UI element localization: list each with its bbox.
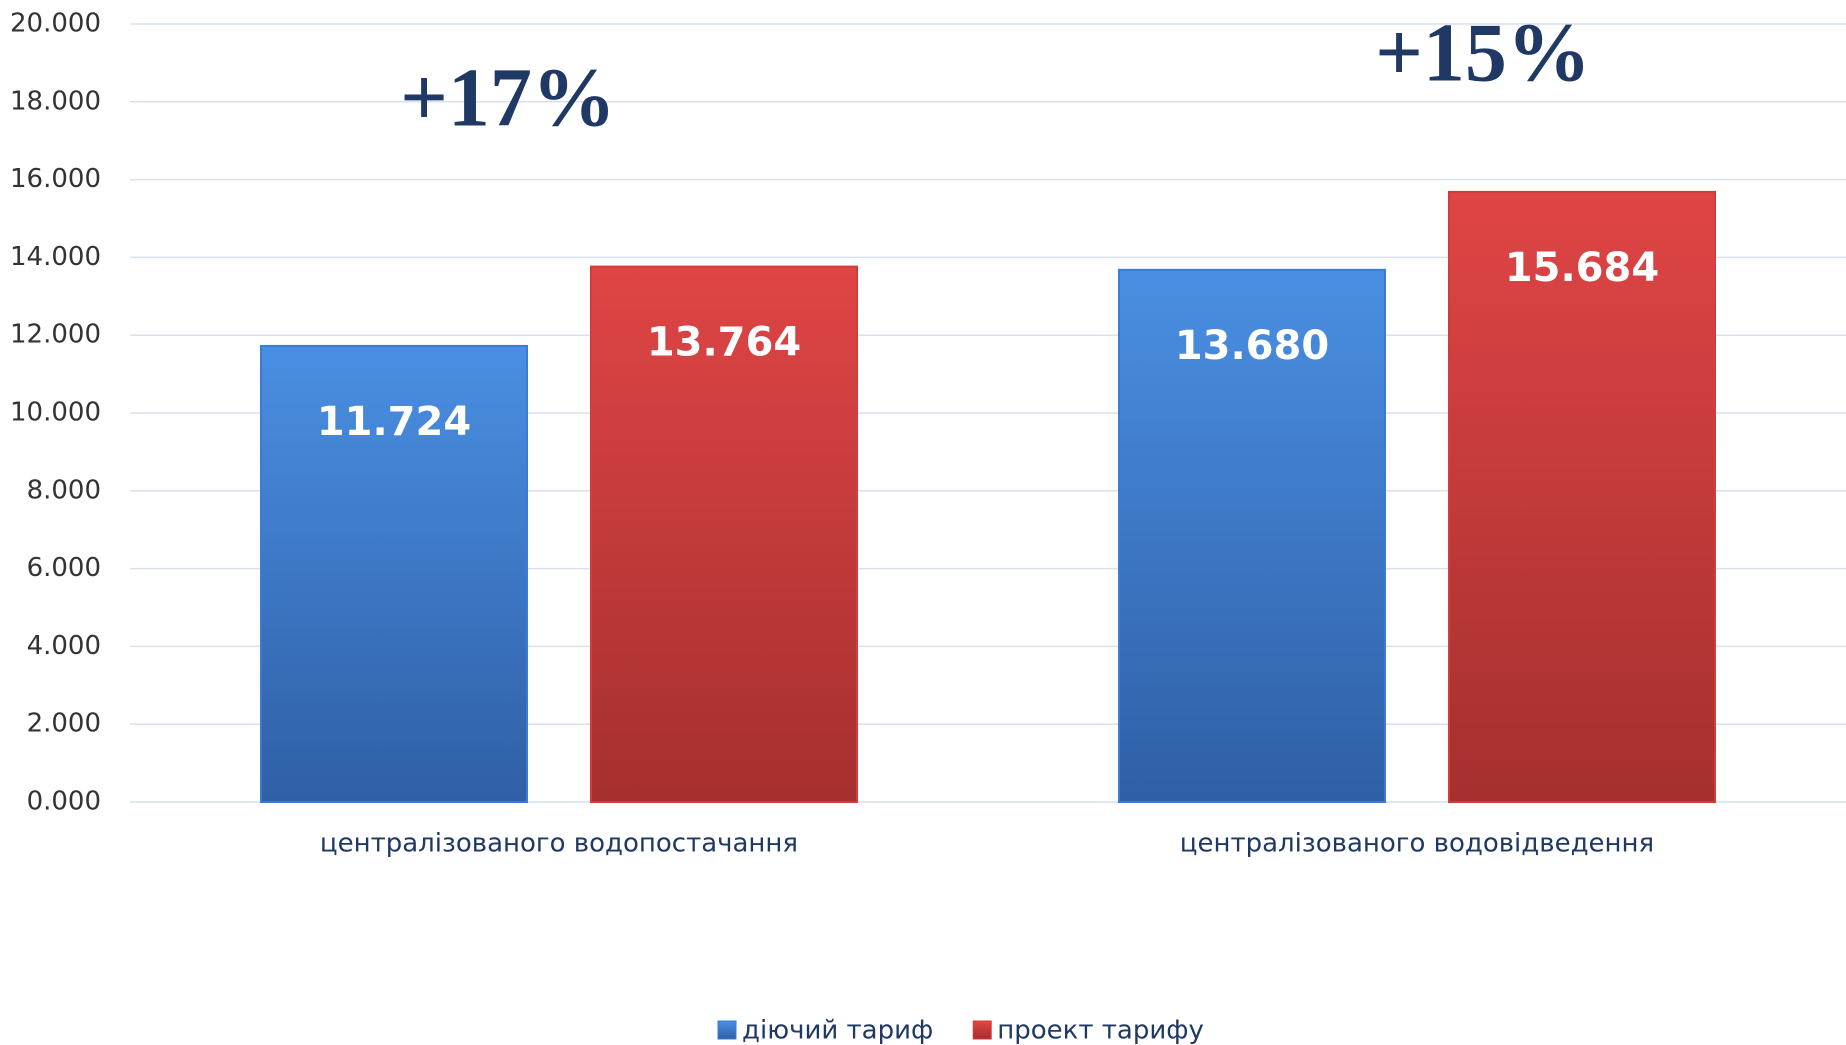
value-label: 13.764 <box>647 320 801 366</box>
y-tick-label: 20.000 <box>10 9 101 39</box>
value-label: 15.684 <box>1505 245 1659 291</box>
bar <box>1118 268 1386 803</box>
x-tick-label: централізованого водовідведення <box>1180 829 1654 859</box>
y-tick-label: 2.000 <box>27 709 101 739</box>
y-tick-label: 16.000 <box>10 164 101 194</box>
bar <box>260 344 528 803</box>
legend-label: діючий тариф <box>742 1016 933 1045</box>
y-tick-label: 18.000 <box>10 86 101 116</box>
annotation: +17% <box>400 51 616 144</box>
y-tick-label: 12.000 <box>10 320 101 350</box>
x-tick-label: централізованого водопостачання <box>320 829 798 859</box>
bar <box>590 265 858 804</box>
y-tick-label: 10.000 <box>10 398 101 428</box>
y-tick-label: 6.000 <box>27 553 101 583</box>
y-tick-label: 8.000 <box>27 475 101 505</box>
legend-swatch <box>972 1020 992 1040</box>
value-label: 11.724 <box>317 399 471 445</box>
legend-swatch <box>717 1020 737 1040</box>
annotation: +15% <box>1375 6 1591 99</box>
bar <box>1448 190 1716 803</box>
legend-label: проект тарифу <box>997 1016 1204 1045</box>
y-tick-label: 4.000 <box>27 631 101 661</box>
y-tick-label: 14.000 <box>10 242 101 272</box>
value-label: 13.680 <box>1175 323 1329 369</box>
y-tick-label: 0.000 <box>27 787 101 817</box>
